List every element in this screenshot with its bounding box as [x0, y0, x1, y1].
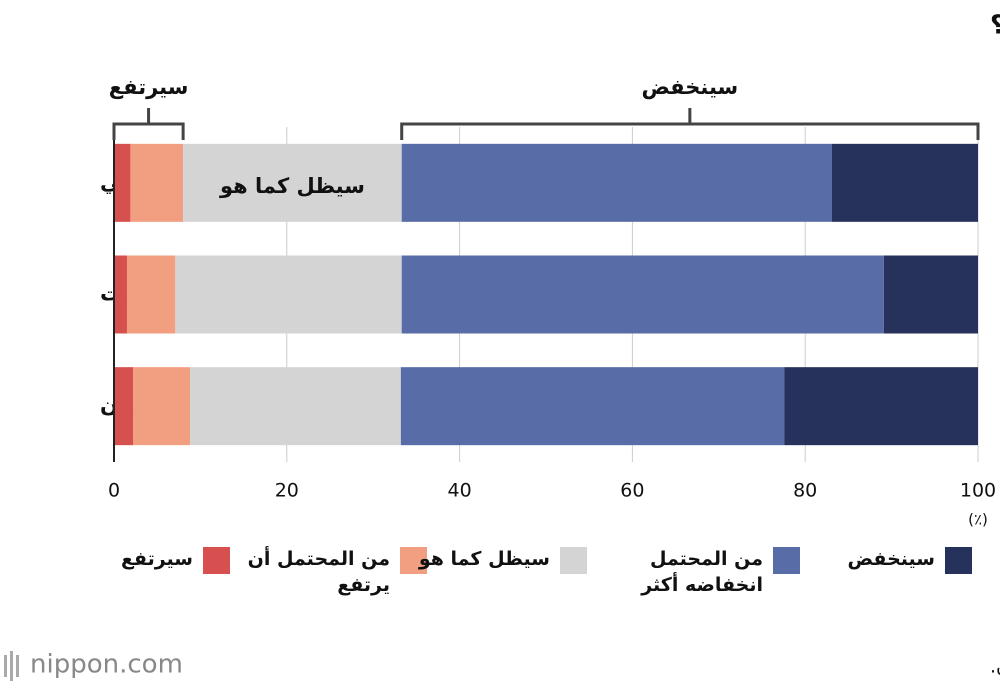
x-tick-label: 100 [960, 480, 996, 502]
bar-segment [114, 255, 127, 334]
legend-swatch [560, 547, 587, 574]
legend-swatch [773, 547, 800, 574]
logo: nippon.com [4, 650, 183, 681]
bar-segment [133, 367, 191, 446]
bracket-rise-label: سيرتفع [109, 75, 189, 99]
bar-annotation: سيظل كما هو [219, 174, 365, 198]
bar-segment [784, 367, 978, 446]
legend-label: من المحتمل انخفاضه أكثر [641, 548, 763, 596]
x-tick-label: 40 [448, 480, 472, 502]
bar-segment [401, 255, 884, 334]
bar-segment [401, 143, 832, 222]
bar-segment [130, 143, 184, 222]
x-tick-label: 60 [620, 480, 644, 502]
bracket-fall [400, 108, 980, 140]
logo-mark [10, 651, 13, 681]
bracket-rise [112, 108, 185, 140]
logo-mark [16, 655, 19, 677]
legend-label: من المحتمل أن يرتفع [247, 548, 390, 596]
bar-segment [400, 367, 785, 446]
bar-segment [126, 255, 176, 334]
legend-label: سيظل كما هو [418, 548, 550, 570]
x-tick-label: 0 [108, 480, 120, 502]
bar-segment [831, 143, 978, 222]
bar-segment [114, 367, 134, 446]
legend-swatch [203, 547, 230, 574]
legend-label: سينخفض [847, 548, 936, 570]
x-tick-label: 20 [275, 480, 299, 502]
legend-swatch [945, 547, 972, 574]
bar-segment [883, 255, 978, 334]
chart-title: كيف ترى تغير ترتيب الناتج المحلي الإجمال… [990, 11, 1000, 41]
bar-segment [183, 143, 402, 222]
source-note: تم إعداد البيانات بواسطة Nippon.com بناء… [990, 656, 1000, 679]
bracket-fall-label: سينخفض [642, 75, 739, 99]
legend-label: سيرتفع [120, 548, 193, 570]
bar-segment [190, 367, 401, 446]
logo-mark [4, 655, 7, 677]
bar-segment [114, 143, 131, 222]
x-unit: (٪) [968, 511, 988, 529]
x-tick-label: 80 [793, 480, 817, 502]
logo-text: nippon.com [30, 650, 183, 680]
legend-swatch [400, 547, 427, 574]
bar-segment [175, 255, 402, 334]
